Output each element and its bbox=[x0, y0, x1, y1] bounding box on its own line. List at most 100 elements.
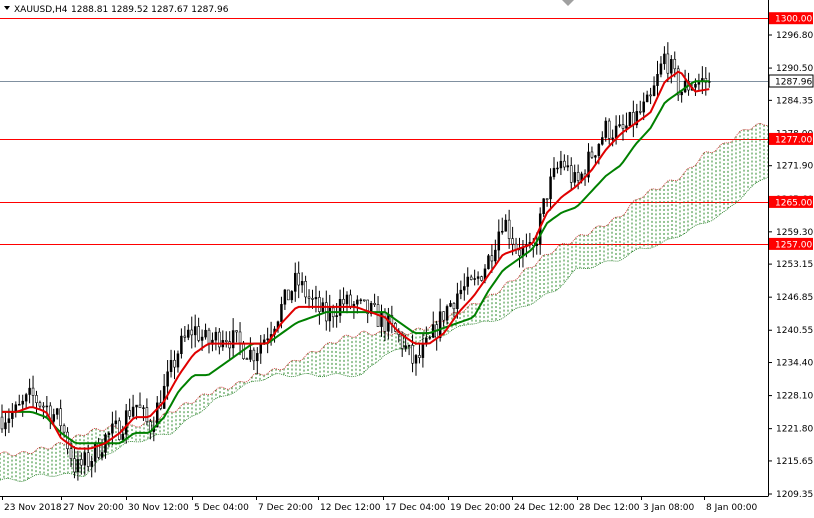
candle-body-bull bbox=[663, 53, 666, 65]
candle-body-bull bbox=[283, 289, 287, 305]
level-price-tag bbox=[769, 12, 813, 25]
candle-body-bull bbox=[180, 335, 183, 354]
candle-body-bear bbox=[304, 281, 307, 298]
price-tick-label: 1253.15 bbox=[776, 260, 813, 270]
tenkan-sen-line bbox=[2, 70, 710, 450]
candle-body-bear bbox=[190, 329, 194, 336]
candle-body-bull bbox=[652, 85, 656, 96]
candle-body-bear bbox=[452, 303, 456, 310]
candle-body-bull bbox=[52, 414, 55, 422]
candle-body-bull bbox=[618, 124, 621, 127]
time-tick-label: 30 Nov 12:00 bbox=[128, 503, 189, 513]
symbol-label: XAUUSD,H4 bbox=[14, 5, 68, 15]
candle-body-bull bbox=[670, 59, 673, 74]
time-tick-label: 5 Dec 04:00 bbox=[194, 503, 249, 513]
candle-body-bull bbox=[438, 311, 442, 339]
candle-body-bull bbox=[463, 286, 466, 291]
candle-body-bull bbox=[345, 294, 349, 305]
candle-body-bull bbox=[359, 299, 363, 302]
time-tick-label: 24 Dec 12:00 bbox=[514, 503, 575, 513]
candle-body-bull bbox=[24, 394, 28, 402]
candle-body-bull bbox=[124, 410, 128, 435]
price-tick-label: 1284.35 bbox=[776, 96, 813, 106]
candle-body-bull bbox=[494, 249, 497, 262]
candle-body-bull bbox=[83, 452, 87, 466]
time-tick-label: 27 Nov 20:00 bbox=[63, 503, 124, 513]
candle-body-bull bbox=[256, 353, 259, 362]
level-price-tag bbox=[769, 132, 813, 145]
candle-body-bear bbox=[31, 387, 35, 396]
candle-body-bull bbox=[635, 111, 639, 126]
candle-body-bull bbox=[259, 343, 262, 354]
candle-body-bear bbox=[676, 68, 680, 96]
candle-body-bull bbox=[280, 304, 283, 322]
candle-body-bull bbox=[111, 423, 114, 434]
candle-body-bull bbox=[680, 91, 683, 96]
candle-body-bear bbox=[632, 112, 635, 126]
candle-body-bull bbox=[200, 336, 204, 341]
candle-body-bull bbox=[169, 360, 173, 373]
candle-body-bull bbox=[300, 281, 304, 286]
candle-body-bear bbox=[207, 329, 211, 345]
candle-body-bull bbox=[162, 385, 166, 409]
candle-body-bull bbox=[473, 278, 476, 280]
time-tick-label: 8 Jan 00:00 bbox=[706, 503, 758, 513]
candle-body-bear bbox=[287, 289, 290, 301]
corner-scroll-icon[interactable] bbox=[562, 0, 574, 6]
time-tick-label: 7 Dec 20:00 bbox=[258, 503, 313, 513]
candle-body-bear bbox=[235, 330, 238, 333]
price-tick-label: 1234.40 bbox=[776, 359, 813, 369]
time-tick-label: 17 Dec 04:00 bbox=[385, 503, 446, 513]
time-tick-label: 28 Dec 12:00 bbox=[579, 503, 640, 513]
candle-body-bull bbox=[107, 432, 111, 435]
candle-body-bear bbox=[183, 335, 187, 338]
candle-body-bull bbox=[335, 315, 338, 318]
candle-body-bull bbox=[456, 293, 459, 310]
candle-body-bull bbox=[445, 306, 449, 321]
price-tick-label: 1221.80 bbox=[776, 425, 813, 435]
candle-body-bear bbox=[411, 345, 414, 364]
candle-body-bull bbox=[193, 326, 197, 336]
candle-body-bear bbox=[0, 416, 4, 430]
candle-body-bull bbox=[100, 452, 104, 458]
price-tick-label: 1259.30 bbox=[776, 228, 813, 238]
candle-body-bull bbox=[290, 291, 294, 301]
time-tick-label: 23 Nov 2018 bbox=[4, 503, 62, 513]
candle-body-bull bbox=[76, 459, 80, 473]
candle-body-bull bbox=[501, 230, 504, 233]
price-tick-label: 1271.90 bbox=[776, 162, 813, 172]
dropdown-triangle-icon[interactable] bbox=[4, 6, 10, 10]
level-price-tag bbox=[769, 195, 813, 208]
level-price-label: 1265.00 bbox=[775, 198, 812, 208]
candle-body-bull bbox=[659, 63, 663, 75]
candle-body-bull bbox=[421, 343, 425, 358]
time-tick-label: 3 Jan 08:00 bbox=[643, 503, 695, 513]
candle-body-bull bbox=[645, 94, 649, 103]
candle-body-bull bbox=[356, 299, 359, 305]
candle-body-bull bbox=[625, 125, 628, 129]
candle-body-bear bbox=[73, 458, 76, 473]
level-price-label: 1257.00 bbox=[775, 240, 812, 250]
candle-body-bull bbox=[459, 289, 463, 295]
price-tick-label: 1215.65 bbox=[776, 457, 813, 467]
candle-body-bull bbox=[559, 160, 563, 169]
candle-body-bull bbox=[121, 434, 124, 440]
candle-body-bull bbox=[628, 112, 632, 127]
candle-body-bull bbox=[156, 402, 159, 428]
candle-body-bear bbox=[80, 459, 83, 466]
candle-body-bear bbox=[507, 219, 511, 239]
candle-body-bear bbox=[362, 299, 366, 302]
candle-body-bear bbox=[228, 341, 231, 349]
candle-body-bear bbox=[607, 120, 611, 139]
candle-body-bull bbox=[404, 345, 407, 349]
candle-body-bull bbox=[135, 404, 138, 408]
candle-body-bull bbox=[611, 137, 614, 140]
kijun-sen-line bbox=[2, 80, 710, 445]
candle-body-bull bbox=[594, 155, 597, 158]
candle-body-bull bbox=[601, 137, 604, 145]
candle-body-bear bbox=[373, 302, 376, 305]
chart-header: XAUUSD,H4 1288.81 1289.52 1287.67 1287.9… bbox=[4, 5, 229, 15]
candle-body-bull bbox=[4, 422, 7, 430]
